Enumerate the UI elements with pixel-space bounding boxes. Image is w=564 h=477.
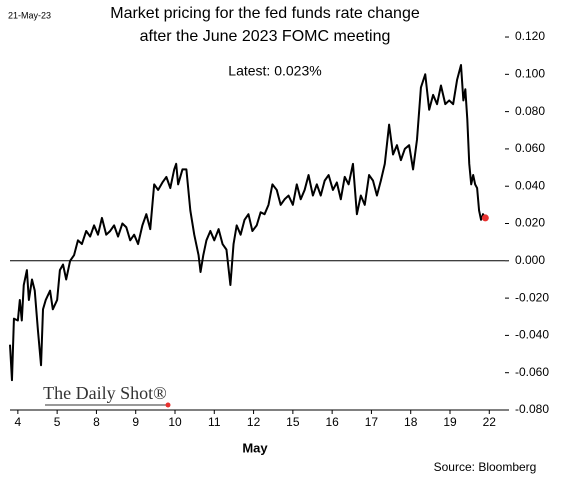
y-tick-label: 0.040 (515, 178, 545, 192)
date-label: 21-May-23 (8, 10, 51, 20)
y-tick-label: 0.000 (515, 253, 545, 267)
chart-title: after the June 2023 FOMC meeting (140, 28, 391, 45)
x-tick-label: 10 (168, 415, 182, 429)
x-tick-label: 9 (132, 415, 139, 429)
y-tick-label: 0.100 (515, 66, 545, 80)
x-tick-label: 12 (247, 415, 261, 429)
latest-point (481, 214, 489, 222)
y-tick-label: 0.080 (515, 104, 545, 118)
x-tick-label: 16 (325, 415, 339, 429)
watermark: The Daily Shot® (43, 383, 167, 403)
x-tick-label: 5 (54, 415, 61, 429)
annotation: Latest: 0.023% (228, 63, 321, 79)
y-tick-label: -0.040 (515, 328, 549, 342)
y-tick-label: -0.020 (515, 290, 549, 304)
data-line (9, 64, 487, 382)
x-tick-label: 4 (15, 415, 22, 429)
y-tick-label: -0.080 (515, 402, 549, 416)
x-axis-label: May (242, 440, 268, 455)
x-tick-label: 15 (286, 415, 300, 429)
y-tick-label: 0.020 (515, 216, 545, 230)
x-tick-label: 8 (93, 415, 100, 429)
y-tick-label: -0.060 (515, 365, 549, 379)
x-tick-label: 19 (443, 415, 457, 429)
watermark-dot (165, 402, 171, 408)
y-tick-label: 0.060 (515, 141, 545, 155)
y-tick-label: 0.120 (515, 29, 545, 43)
x-tick-label: 11 (208, 415, 221, 429)
x-tick-label: 22 (483, 415, 497, 429)
source: Source: Bloomberg (434, 460, 537, 474)
x-tick-label: 17 (365, 415, 379, 429)
x-tick-label: 18 (404, 415, 418, 429)
chart-title: Market pricing for the fed funds rate ch… (110, 5, 420, 22)
